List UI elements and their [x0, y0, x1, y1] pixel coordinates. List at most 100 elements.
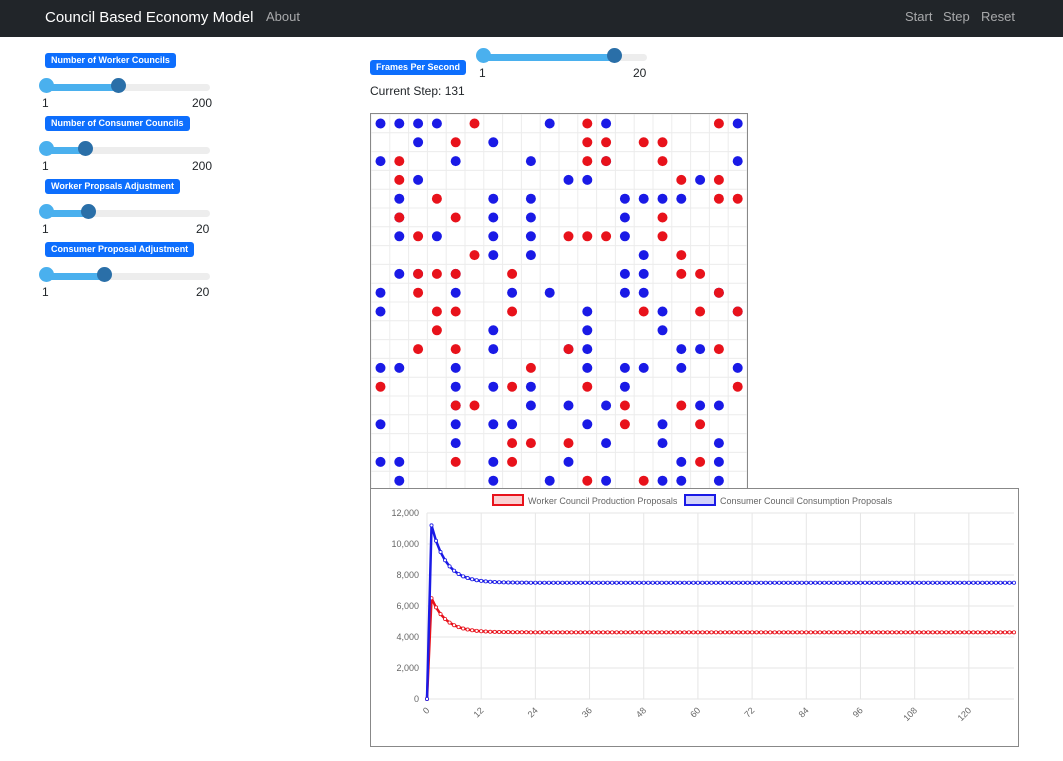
- y-tick-label: 4,000: [396, 632, 419, 642]
- data-point: [601, 630, 606, 635]
- data-point: [686, 630, 691, 635]
- data-point: [704, 630, 709, 635]
- worker-council-dot: [695, 306, 706, 317]
- consumer-council-dot: [582, 325, 593, 336]
- consumer-council-dot: [525, 156, 536, 167]
- slider-min-handle[interactable]: [39, 141, 54, 156]
- worker-council-dot: [638, 306, 649, 317]
- worker-council-dot: [619, 419, 630, 430]
- consumer-council-dot: [450, 381, 461, 392]
- consumer-council-dot: [582, 174, 593, 185]
- nav-about-link[interactable]: About: [266, 9, 300, 24]
- data-point: [1002, 580, 1007, 585]
- slider-handle[interactable]: [77, 141, 93, 156]
- data-point: [867, 630, 872, 635]
- consumer-council-dot: [638, 287, 649, 298]
- brand-title[interactable]: Council Based Economy Model: [45, 9, 254, 26]
- data-point: [835, 580, 840, 585]
- worker-council-dot: [450, 400, 461, 411]
- consumer-council-dot: [657, 475, 668, 486]
- slider-min-handle[interactable]: [39, 78, 54, 93]
- start-button[interactable]: Start: [905, 9, 933, 24]
- slider-handle[interactable]: [110, 78, 126, 93]
- worker-adjust-slider[interactable]: [39, 204, 210, 219]
- data-point: [813, 630, 818, 635]
- consumer-council-dot: [638, 268, 649, 279]
- consumer-councils-slider[interactable]: [39, 141, 210, 156]
- data-point: [510, 580, 515, 585]
- data-point: [930, 630, 935, 635]
- data-point: [813, 580, 818, 585]
- data-point: [899, 630, 904, 635]
- data-point: [795, 580, 800, 585]
- consumer-council-dot: [544, 475, 555, 486]
- consumer-adjust-slider[interactable]: [39, 267, 210, 282]
- data-point: [741, 580, 746, 585]
- data-point: [686, 580, 691, 585]
- worker-council-dot: [676, 250, 687, 261]
- data-point: [795, 630, 800, 635]
- data-point: [628, 630, 633, 635]
- data-point: [655, 580, 660, 585]
- data-point: [515, 580, 520, 585]
- data-point: [447, 620, 452, 625]
- worker-council-dot: [450, 137, 461, 148]
- data-point: [623, 580, 628, 585]
- legend-label[interactable]: Worker Council Production Proposals: [528, 496, 678, 506]
- consumer-council-dot: [488, 325, 499, 336]
- x-tick-label: 0: [421, 705, 432, 716]
- data-point: [637, 630, 642, 635]
- consumer-council-dot: [619, 231, 630, 242]
- worker-council-dot: [431, 268, 442, 279]
- data-point: [930, 580, 935, 585]
- data-point: [844, 580, 849, 585]
- legend-label[interactable]: Consumer Council Consumption Proposals: [720, 496, 893, 506]
- step-button[interactable]: Step: [943, 9, 970, 24]
- worker-council-dot: [450, 306, 461, 317]
- data-point: [899, 580, 904, 585]
- consumer-council-dot: [619, 193, 630, 204]
- data-point: [808, 580, 813, 585]
- worker-council-dot: [601, 156, 612, 167]
- data-point: [903, 630, 908, 635]
- worker-councils-max: 200: [192, 96, 213, 110]
- grid-canvas: [371, 114, 747, 488]
- slider-min-handle[interactable]: [39, 267, 54, 282]
- data-point: [506, 580, 511, 585]
- data-point: [533, 630, 538, 635]
- slider-handle[interactable]: [607, 48, 622, 63]
- data-point: [659, 580, 664, 585]
- slider-fill: [45, 273, 105, 280]
- data-point: [1002, 630, 1007, 635]
- slider-handle[interactable]: [97, 267, 113, 282]
- legend-swatch[interactable]: [492, 494, 524, 506]
- reset-button[interactable]: Reset: [981, 9, 1015, 24]
- legend-swatch[interactable]: [684, 494, 716, 506]
- consumer-council-dot: [375, 456, 386, 467]
- data-point: [677, 580, 682, 585]
- worker-council-dot: [695, 456, 706, 467]
- data-point: [894, 630, 899, 635]
- worker-council-dot: [657, 212, 668, 223]
- data-point: [826, 630, 831, 635]
- worker-council-dot: [563, 438, 574, 449]
- consumer-council-dot: [601, 438, 612, 449]
- worker-adjust-max: 20: [196, 222, 210, 236]
- worker-councils-slider[interactable]: [39, 78, 210, 93]
- data-point: [754, 630, 759, 635]
- data-point: [885, 630, 890, 635]
- slider-handle[interactable]: [80, 204, 96, 219]
- slider-min-handle[interactable]: [39, 204, 54, 219]
- data-point: [519, 630, 524, 635]
- consumer-council-dot: [563, 174, 574, 185]
- data-point: [709, 580, 714, 585]
- x-tick-label: 36: [580, 705, 594, 719]
- worker-council-dot: [676, 174, 687, 185]
- consumer-council-dot: [676, 475, 687, 486]
- worker-council-dot: [732, 306, 743, 317]
- consumer-council-dot: [657, 438, 668, 449]
- slider-track: [45, 84, 210, 91]
- fps-slider[interactable]: [476, 48, 647, 63]
- data-point: [853, 580, 858, 585]
- slider-min-handle[interactable]: [476, 48, 491, 63]
